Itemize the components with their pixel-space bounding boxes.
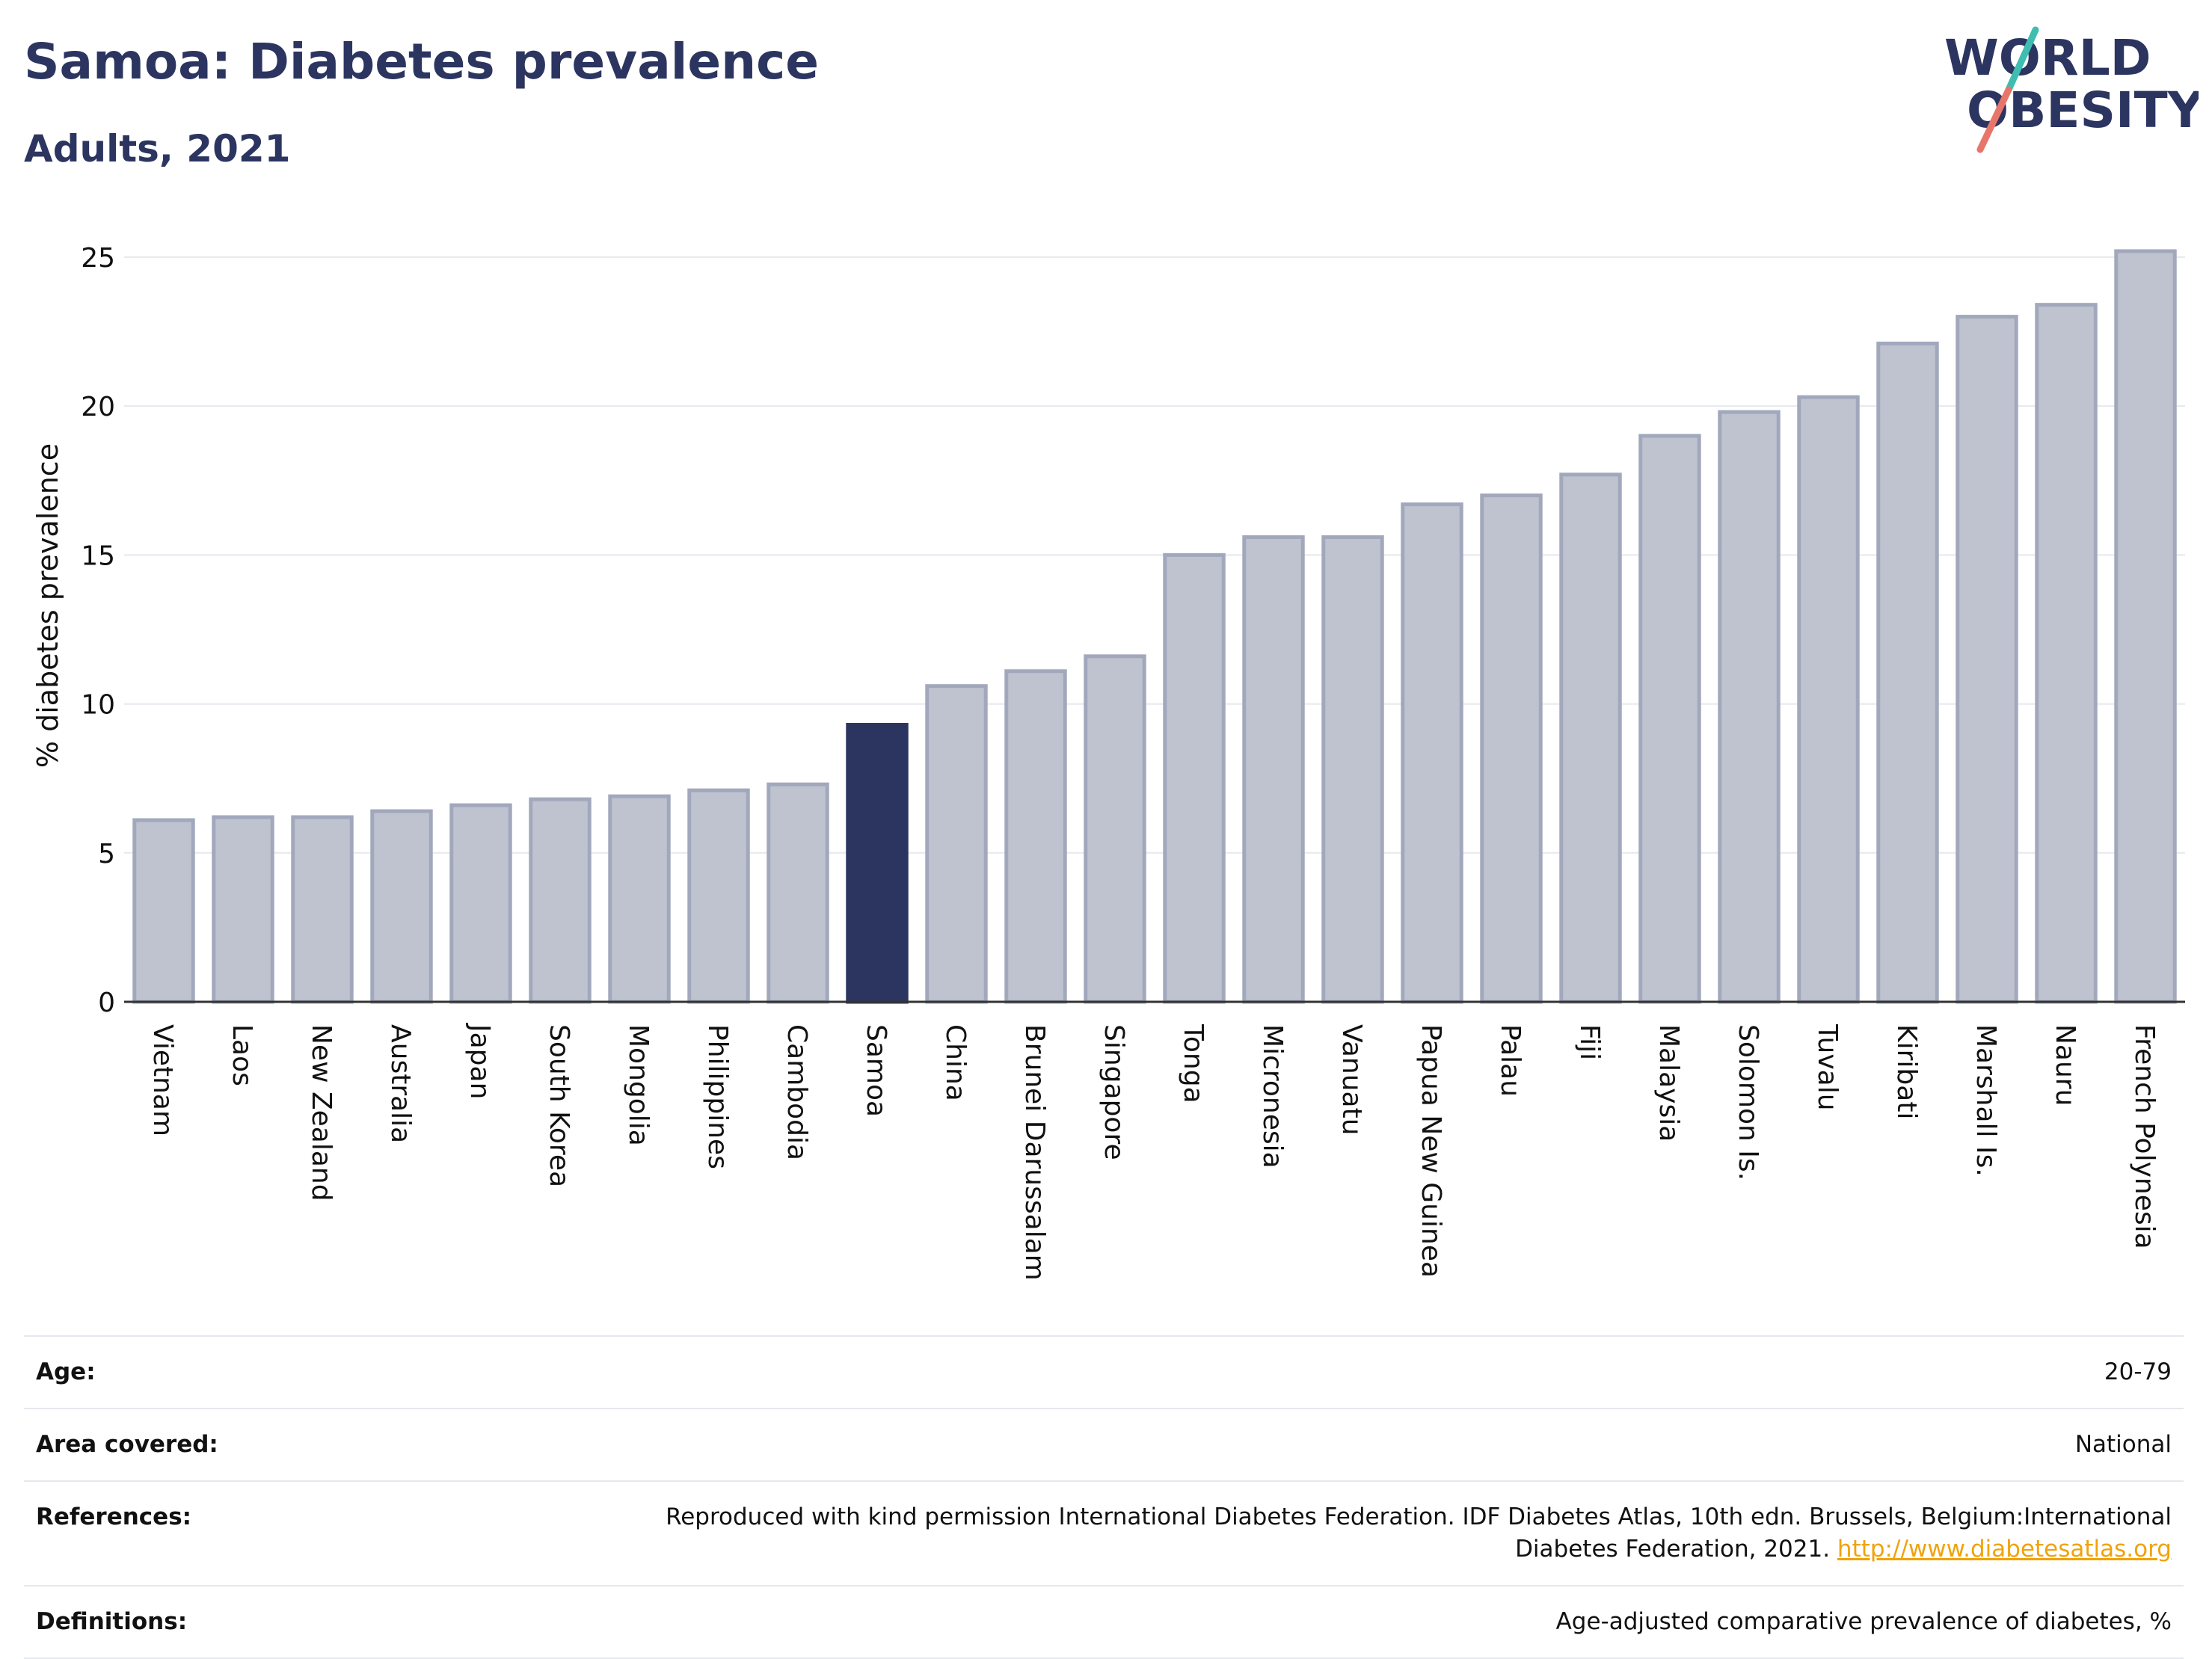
bar (1163, 553, 1226, 1004)
bar (1638, 434, 1701, 1004)
x-tick-label: Samoa (861, 1024, 891, 1117)
y-tick-label: 20 (81, 392, 115, 422)
x-tick-label: Mongolia (623, 1024, 654, 1146)
bar (2035, 303, 2098, 1004)
x-tick-label: Tonga (1178, 1024, 1208, 1104)
bar (1876, 341, 1939, 1004)
definitions-label: Definitions: (36, 1608, 188, 1635)
x-tick-label: Marshall Is. (1970, 1024, 2001, 1177)
axes: 0 5 10 15 20 25 Vietnam Laos New Zealand Australi… (81, 243, 2185, 1281)
bar (1718, 410, 1781, 1004)
info-table: Age: 20-79 Area covered: National Refere… (24, 1335, 2184, 1659)
x-tick-label: Tuvalu (1812, 1024, 1843, 1111)
x-tick-label: Solomon Is. (1733, 1024, 1763, 1181)
bar (1242, 535, 1305, 1004)
bar (529, 797, 592, 1004)
x-tick-label: Vietnam (147, 1024, 178, 1136)
y-tick-label: 25 (81, 243, 115, 274)
x-tick-label: Papua New Guinea (1416, 1024, 1446, 1278)
references-value: Reproduced with kind permission Internat… (646, 1501, 2172, 1566)
bar (370, 809, 433, 1004)
bar (1559, 473, 1622, 1004)
y-axis-label: % diabetes prevalence (31, 443, 64, 768)
x-tick-label: Philippines (702, 1024, 733, 1169)
references-text: Reproduced with kind permission Internat… (666, 1503, 2172, 1563)
grid-lines (124, 256, 2185, 854)
x-tick-label: Brunei Darussalam (1019, 1024, 1050, 1281)
references-link[interactable]: http://www.diabetesatlas.org (1837, 1536, 2172, 1563)
x-tick-label: South Korea (544, 1024, 574, 1187)
x-tick-label: Laos (227, 1024, 257, 1086)
bar (1480, 493, 1543, 1004)
info-row-references: References: Reproduced with kind permiss… (24, 1480, 2184, 1585)
x-tick-label: Fiji (1574, 1024, 1605, 1060)
x-tick-label: Cambodia (781, 1024, 812, 1160)
x-tick-label: French Polynesia (2129, 1024, 2160, 1249)
logo-word-world: WORLD (1944, 29, 2151, 87)
info-row-age: Age: 20-79 (24, 1335, 2184, 1408)
x-tick-label: Kiribati (1891, 1024, 1922, 1119)
bar (291, 815, 354, 1004)
world-obesity-logo: WORLD OBESITY (1944, 26, 2199, 153)
x-tick-label: Nauru (2050, 1024, 2080, 1106)
references-label: References: (36, 1503, 192, 1530)
area-label: Area covered: (36, 1431, 218, 1458)
bar (1797, 395, 1860, 1004)
y-tick-label: 10 (81, 690, 115, 721)
bar (132, 818, 195, 1004)
bar (687, 788, 750, 1004)
page-title: Samoa: Diabetes prevalence (24, 33, 819, 90)
bar (212, 815, 274, 1004)
y-tick-label: 15 (81, 541, 115, 571)
page-subtitle: Adults, 2021 (24, 127, 291, 170)
x-tick-label: Palau (1495, 1024, 1526, 1097)
bar (608, 794, 671, 1004)
x-tick-label: Singapore (1099, 1024, 1129, 1160)
x-tick-label: Vanuatu (1336, 1024, 1367, 1136)
x-tick-label: China (940, 1024, 971, 1101)
definitions-value: Age-adjusted comparative prevalence of d… (1555, 1608, 2172, 1635)
bar (1401, 502, 1463, 1004)
x-tick-label: Micronesia (1257, 1024, 1288, 1169)
x-tick-label: Malaysia (1653, 1024, 1684, 1142)
bar (1084, 654, 1146, 1004)
x-tick-label: Japan (464, 1023, 495, 1099)
bar (449, 803, 512, 1004)
area-value: National (2074, 1431, 2172, 1458)
x-tick-label: New Zealand (306, 1024, 337, 1201)
bar (1956, 315, 2018, 1004)
logo-slash-coral (1976, 86, 2012, 153)
bar (925, 684, 988, 1004)
y-tick-label: 0 (98, 988, 115, 1018)
bar (766, 782, 829, 1004)
info-row-definitions: Definitions: Age-adjusted comparative pr… (24, 1585, 2184, 1659)
y-tick-label: 5 (98, 839, 115, 869)
bar-highlighted (846, 722, 909, 1004)
info-row-area: Area covered: National (24, 1408, 2184, 1480)
bar (2114, 249, 2177, 1004)
age-value: 20-79 (2104, 1358, 2172, 1385)
bar (1004, 669, 1067, 1004)
age-label: Age: (36, 1358, 96, 1385)
bar (1321, 535, 1384, 1004)
bar-chart: 0 5 10 15 20 25 Vietnam Laos New Zealand Australi… (31, 243, 2185, 1281)
bars (132, 249, 2177, 1004)
x-tick-label: Australia (385, 1024, 416, 1143)
logo-slash-teal (2005, 26, 2039, 93)
